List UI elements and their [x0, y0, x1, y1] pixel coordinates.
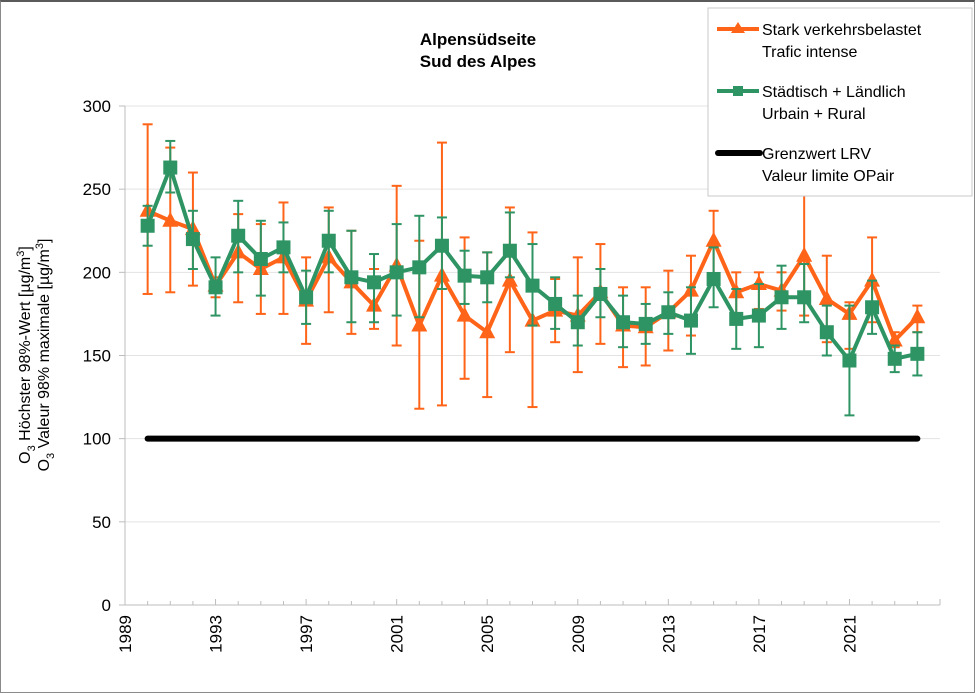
data-point-square: [887, 351, 902, 366]
y-tick-label: 50: [92, 513, 111, 532]
data-point-triangle: [479, 323, 496, 339]
data-point-square: [819, 325, 834, 340]
data-point-square: [253, 252, 268, 267]
x-tick-label: 2001: [388, 615, 407, 653]
data-point-triangle: [864, 271, 881, 287]
legend-item-traffic[interactable]: Stark verkehrsbelastet Trafic intense: [717, 22, 922, 61]
y-tick-label: 0: [102, 596, 111, 615]
data-point-square: [910, 346, 925, 361]
data-point-square: [661, 305, 676, 320]
data-point-square: [706, 271, 721, 286]
data-point-triangle: [886, 331, 903, 347]
square-marker-icon: [733, 86, 743, 96]
legend-label-urban-rural-1: Städtisch + Ländlich: [762, 84, 906, 101]
data-point-square: [548, 296, 563, 311]
y-tick-label: 150: [83, 347, 111, 366]
data-point-triangle: [456, 306, 473, 322]
data-point-triangle: [909, 308, 926, 324]
data-point-square: [774, 290, 789, 305]
legend-label-traffic-1: Stark verkehrsbelastet: [762, 22, 922, 39]
legend-item-urban-rural[interactable]: Städtisch + Ländlich Urbain + Rural: [717, 84, 906, 123]
y-tick-label: 100: [83, 430, 111, 449]
axes: [119, 105, 941, 606]
data-point-triangle: [501, 271, 518, 287]
data-point-square: [729, 311, 744, 326]
x-tick-label: 2021: [840, 615, 859, 653]
data-point-square: [321, 233, 336, 248]
y-axis-title-line-2: O3 Valeur 98% maximale [µg/m3]: [34, 239, 57, 472]
x-tick-label: 2013: [659, 615, 678, 653]
data-point-square: [299, 290, 314, 305]
data-point-square: [344, 270, 359, 285]
x-tick-label: 1989: [116, 615, 135, 653]
x-tick-label: 2009: [569, 615, 588, 653]
legend: Stark verkehrsbelastet Trafic intense St…: [707, 7, 973, 197]
y-tick-label: 300: [83, 97, 111, 116]
data-point-square: [140, 218, 155, 233]
y-tick-labels: 0 50 100 150 200 250 300: [83, 97, 111, 615]
data-point-square: [412, 260, 427, 275]
chart-title-line-1: Alpensüdseite: [420, 30, 536, 49]
data-point-square: [751, 308, 766, 323]
data-point-square: [231, 228, 246, 243]
data-point-square: [842, 353, 857, 368]
data-point-square: [570, 315, 585, 330]
y-tick-label: 200: [83, 263, 111, 282]
data-point-square: [593, 286, 608, 301]
x-tick-label: 1993: [207, 615, 226, 653]
data-point-square: [457, 268, 472, 283]
data-point-triangle: [818, 289, 835, 305]
data-point-triangle: [750, 274, 767, 290]
series-urban-rural: [140, 139, 925, 417]
y-axis-title-line-1: O3 Höchster 98%-Wert [µg/m3]: [15, 246, 38, 464]
x-tick-label: 1997: [297, 615, 316, 653]
data-point-square: [616, 315, 631, 330]
data-point-triangle: [411, 316, 428, 332]
x-tick-labels: 1989 1993 1997 2001 2005 2009 2013 2017 2021: [116, 615, 859, 653]
data-point-triangle: [796, 246, 813, 262]
legend-label-limit-2: Valeur limite OPair: [762, 168, 895, 185]
data-point-square: [367, 275, 382, 290]
data-point-square: [389, 265, 404, 280]
legend-label-urban-rural-2: Urbain + Rural: [762, 106, 866, 123]
data-point-square: [797, 290, 812, 305]
legend-label-limit-1: Grenzwert LRV: [762, 146, 871, 163]
data-point-triangle: [162, 211, 179, 227]
data-point-square: [683, 313, 698, 328]
chart-title-line-2: Sud des Alpes: [420, 52, 537, 71]
data-point-square: [163, 160, 178, 175]
data-point-square: [185, 232, 200, 247]
data-point-square: [638, 316, 653, 331]
data-point-square: [502, 243, 517, 258]
x-tick-label: 2017: [750, 615, 769, 653]
data-point-square: [434, 238, 449, 253]
data-point-square: [276, 240, 291, 255]
data-point-square: [208, 280, 223, 295]
y-tick-label: 250: [83, 180, 111, 199]
data-point-square: [480, 270, 495, 285]
y-axis-title: O3 Höchster 98%-Wert [µg/m3] O3 Valeur 9…: [15, 239, 57, 472]
triangle-marker-icon: [731, 22, 745, 33]
data-point-triangle: [705, 231, 722, 247]
legend-box: [707, 7, 973, 197]
x-tick-label: 2005: [478, 615, 497, 653]
data-point-square: [525, 278, 540, 293]
data-point-square: [865, 300, 880, 315]
legend-item-limit[interactable]: Grenzwert LRV Valeur limite OPair: [715, 146, 895, 185]
legend-label-traffic-2: Trafic intense: [762, 44, 858, 61]
